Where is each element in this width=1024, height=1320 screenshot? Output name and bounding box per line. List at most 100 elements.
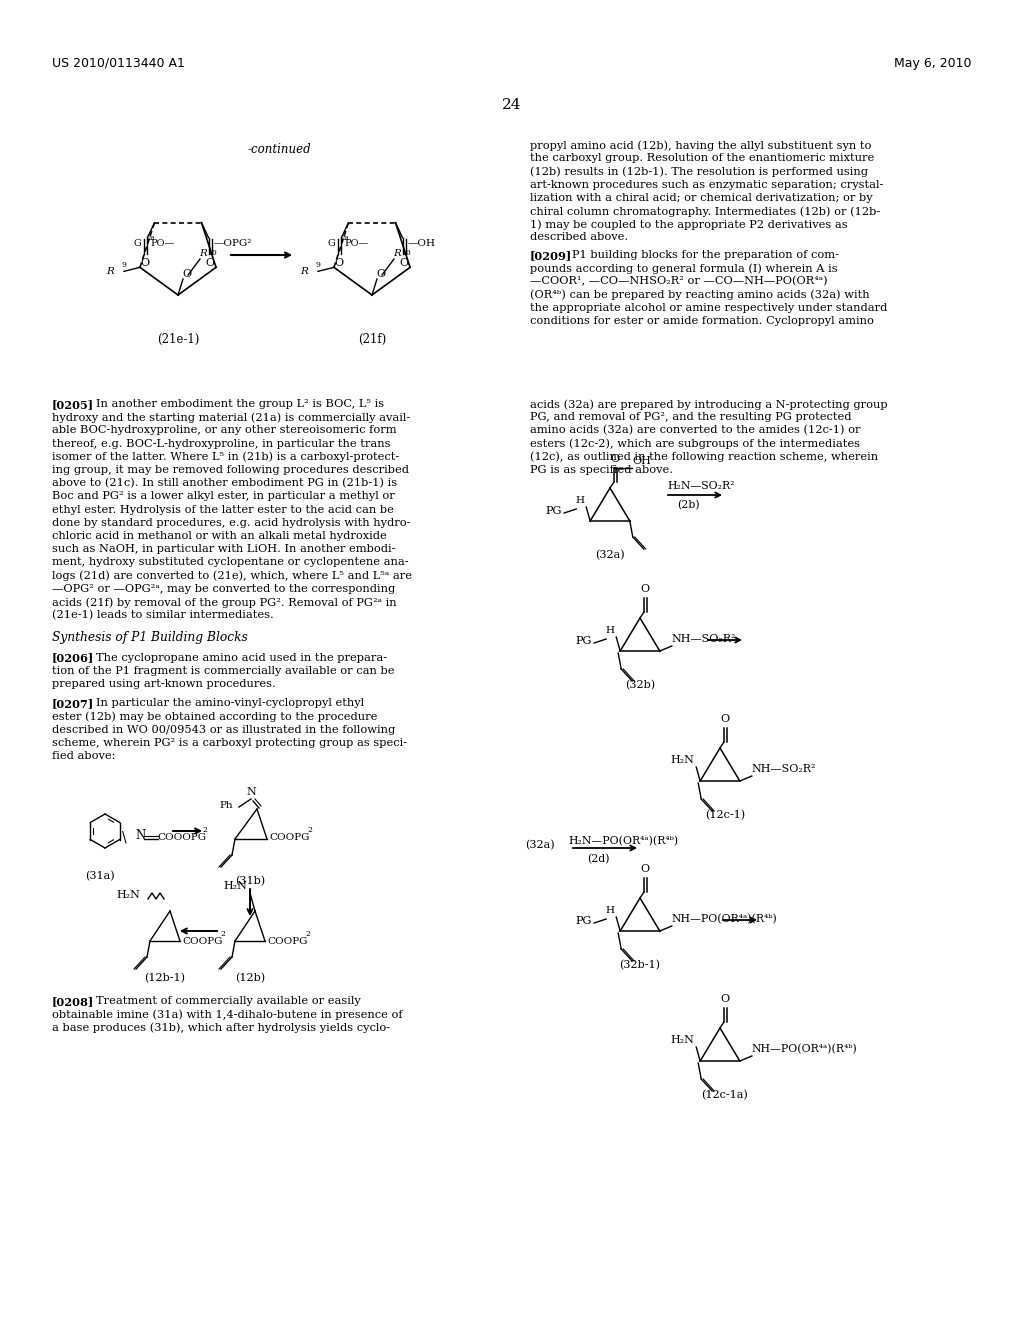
Text: Ph: Ph (219, 800, 233, 809)
Text: 9: 9 (316, 261, 321, 269)
Text: acids (32a) are prepared by introducing a N-protecting group: acids (32a) are prepared by introducing … (530, 399, 888, 409)
Text: O: O (205, 257, 214, 268)
Text: COOPG: COOPG (267, 936, 307, 945)
Text: art-known procedures such as enzymatic separation; crystal-: art-known procedures such as enzymatic s… (530, 180, 884, 190)
Text: PG is as specified above.: PG is as specified above. (530, 465, 673, 475)
Text: (21e-1) leads to similar intermediates.: (21e-1) leads to similar intermediates. (52, 610, 273, 620)
Text: PO—: PO— (344, 239, 369, 248)
Text: hydroxy and the starting material (21a) is commercially avail-: hydroxy and the starting material (21a) … (52, 412, 411, 422)
Text: PG: PG (575, 916, 592, 927)
Text: O: O (721, 994, 729, 1005)
Text: conditions for ester or amide formation. Cyclopropyl amino: conditions for ester or amide formation.… (530, 315, 873, 326)
Text: chiral column chromatography. Intermediates (12b) or (12b-: chiral column chromatography. Intermedia… (530, 206, 881, 216)
Text: PO—: PO— (151, 239, 175, 248)
Text: R: R (106, 267, 114, 276)
Text: pounds according to general formula (I) wherein A is: pounds according to general formula (I) … (530, 263, 838, 273)
Text: H₂N: H₂N (671, 755, 694, 766)
Text: H₂N: H₂N (223, 880, 247, 891)
Text: obtainable imine (31a) with 1,4-dihalo-butene in presence of: obtainable imine (31a) with 1,4-dihalo-b… (52, 1010, 402, 1020)
Text: Boc and PG² is a lower alkyl ester, in particular a methyl or: Boc and PG² is a lower alkyl ester, in p… (52, 491, 394, 502)
Text: 10: 10 (207, 249, 217, 257)
Text: R: R (300, 267, 308, 276)
Text: O: O (182, 269, 191, 279)
Text: done by standard procedures, e.g. acid hydrolysis with hydro-: done by standard procedures, e.g. acid h… (52, 517, 411, 528)
Text: (21f): (21f) (357, 333, 386, 346)
Text: NH—SO₂R²: NH—SO₂R² (752, 764, 816, 774)
Text: COOPG: COOPG (182, 936, 222, 945)
Text: 2: 2 (203, 826, 208, 834)
Text: In particular the amino-vinyl-cyclopropyl ethyl: In particular the amino-vinyl-cyclopropy… (96, 698, 365, 709)
Text: 24: 24 (502, 98, 522, 112)
Text: O: O (721, 714, 729, 723)
Text: PG: PG (546, 506, 562, 516)
Text: N: N (246, 787, 256, 797)
Text: COOOPG: COOOPG (158, 833, 207, 842)
Text: (12b) results in (12b-1). The resolution is performed using: (12b) results in (12b-1). The resolution… (530, 166, 868, 177)
Text: 2: 2 (307, 826, 312, 834)
Text: O: O (376, 269, 385, 279)
Text: G: G (134, 239, 141, 248)
Text: PG: PG (575, 636, 592, 645)
Text: described above.: described above. (530, 232, 628, 243)
Text: ing group, it may be removed following procedures described: ing group, it may be removed following p… (52, 465, 409, 475)
Text: P1 building blocks for the preparation of com-: P1 building blocks for the preparation o… (572, 249, 839, 260)
Text: lization with a chiral acid; or chemical derivatization; or by: lization with a chiral acid; or chemical… (530, 193, 872, 203)
Text: [0208]: [0208] (52, 997, 94, 1007)
Text: Treatment of commercially available or easily: Treatment of commercially available or e… (96, 997, 360, 1006)
Text: H₂N: H₂N (116, 890, 140, 900)
Text: 2a: 2a (146, 234, 156, 242)
Text: 10: 10 (401, 249, 411, 257)
Text: (12b): (12b) (234, 973, 265, 983)
Text: R: R (199, 249, 207, 257)
Text: 9: 9 (122, 261, 127, 269)
Text: R: R (393, 249, 400, 257)
Text: May 6, 2010: May 6, 2010 (895, 57, 972, 70)
Text: such as NaOH, in particular with LiOH. In another embodi-: such as NaOH, in particular with LiOH. I… (52, 544, 395, 554)
Text: [0205]: [0205] (52, 399, 94, 411)
Text: (21e-1): (21e-1) (157, 333, 200, 346)
Text: \: \ (122, 830, 126, 845)
Text: 1) may be coupled to the appropriate P2 derivatives as: 1) may be coupled to the appropriate P2 … (530, 219, 848, 230)
Text: In another embodiment the group L² is BOC, L⁵ is: In another embodiment the group L² is BO… (96, 399, 384, 409)
Text: chloric acid in methanol or with an alkali metal hydroxide: chloric acid in methanol or with an alka… (52, 531, 387, 541)
Text: O: O (640, 583, 649, 594)
Text: the carboxyl group. Resolution of the enantiomeric mixture: the carboxyl group. Resolution of the en… (530, 153, 874, 164)
Text: fied above:: fied above: (52, 751, 116, 762)
Text: H: H (605, 906, 614, 915)
Text: 2: 2 (305, 931, 310, 939)
Text: above to (21c). In still another embodiment PG in (21b-1) is: above to (21c). In still another embodim… (52, 478, 397, 488)
Text: [0206]: [0206] (52, 652, 94, 664)
Text: 2: 2 (220, 931, 225, 939)
Text: ester (12b) may be obtained according to the procedure: ester (12b) may be obtained according to… (52, 711, 378, 722)
Text: H₂N—PO(OR⁴ᵃ)(R⁴ᵇ): H₂N—PO(OR⁴ᵃ)(R⁴ᵇ) (568, 836, 678, 846)
Text: a base produces (31b), which after hydrolysis yields cyclo-: a base produces (31b), which after hydro… (52, 1023, 390, 1034)
Text: O: O (399, 257, 409, 268)
Text: (32a): (32a) (595, 550, 625, 560)
Text: the appropriate alcohol or amine respectively under standard: the appropriate alcohol or amine respect… (530, 302, 888, 313)
Text: -continued: -continued (248, 143, 311, 156)
Text: (2d): (2d) (587, 854, 609, 865)
Text: [0207]: [0207] (52, 698, 94, 709)
Text: The cyclopropane amino acid used in the prepara-: The cyclopropane amino acid used in the … (96, 652, 387, 663)
Text: (12c), as outlined in the following reaction scheme, wherein: (12c), as outlined in the following reac… (530, 451, 879, 462)
Text: amino acids (32a) are converted to the amides (12c-1) or: amino acids (32a) are converted to the a… (530, 425, 860, 436)
Text: O: O (334, 257, 343, 268)
Text: —OPG²: —OPG² (214, 239, 252, 248)
Text: G: G (328, 239, 336, 248)
Text: (12b-1): (12b-1) (144, 973, 185, 983)
Text: H₂N—SO₂R²: H₂N—SO₂R² (667, 480, 734, 491)
Text: [0209]: [0209] (530, 249, 572, 261)
Text: thereof, e.g. BOC-L-hydroxyproline, in particular the trans: thereof, e.g. BOC-L-hydroxyproline, in p… (52, 438, 390, 449)
Text: ment, hydroxy substituted cyclopentane or cyclopentene ana-: ment, hydroxy substituted cyclopentane o… (52, 557, 409, 568)
Text: (12c-1a): (12c-1a) (701, 1090, 749, 1101)
Text: (31b): (31b) (234, 876, 265, 886)
Text: propyl amino acid (12b), having the allyl substituent syn to: propyl amino acid (12b), having the ally… (530, 140, 871, 150)
Text: O: O (610, 454, 620, 465)
Text: NH—SO₂R²: NH—SO₂R² (672, 634, 736, 644)
Text: scheme, wherein PG² is a carboxyl protecting group as speci-: scheme, wherein PG² is a carboxyl protec… (52, 738, 408, 748)
Text: Synthesis of P1 Building Blocks: Synthesis of P1 Building Blocks (52, 631, 248, 644)
Text: acids (21f) by removal of the group PG². Removal of PG²ᵃ in: acids (21f) by removal of the group PG².… (52, 597, 396, 607)
Text: ethyl ester. Hydrolysis of the latter ester to the acid can be: ethyl ester. Hydrolysis of the latter es… (52, 504, 394, 515)
Text: (OR⁴ᵇ) can be prepared by reacting amino acids (32a) with: (OR⁴ᵇ) can be prepared by reacting amino… (530, 289, 869, 300)
Text: —OPG² or —OPG²ᵃ, may be converted to the corresponding: —OPG² or —OPG²ᵃ, may be converted to the… (52, 583, 395, 594)
